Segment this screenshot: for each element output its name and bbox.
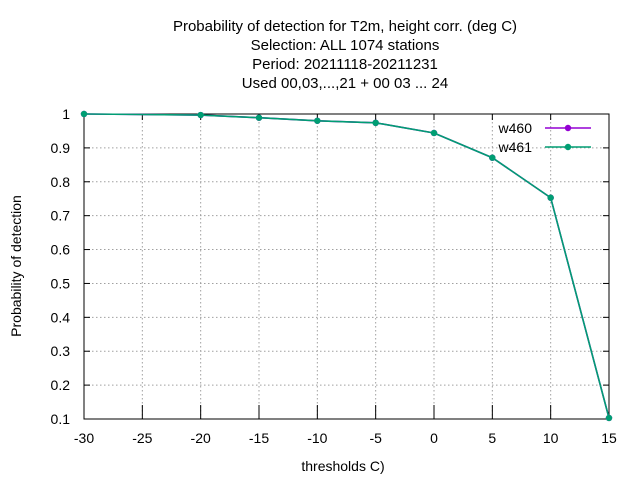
data-point-w461 [372,119,379,127]
series-line-w461 [83,113,610,419]
x-tick-label: 5 [488,430,496,446]
x-tick-label: -5 [369,430,382,446]
legend-marker-w461 [564,143,572,151]
legend-label-w461: w461 [498,139,533,155]
y-tick-label: 1 [62,106,70,122]
y-tick-label: 0.5 [51,275,71,291]
y-tick-label: 0.7 [51,208,71,224]
series-line-w460 [83,113,610,419]
series-layer [80,110,613,422]
x-tick-label: 10 [543,430,559,446]
axes [83,113,610,420]
x-axis-title: thresholds C) [301,458,384,474]
data-point-w461 [489,154,496,161]
x-tick-label: 0 [430,430,438,446]
chart-title-line-3: Period: 20211118-20211231 [252,56,438,73]
legend-label-w460: w460 [498,120,533,136]
y-tick-label: 0.1 [51,411,71,427]
y-axis-title: Probability of detection [8,195,24,337]
y-tick-label: 0.9 [51,140,71,156]
data-point-w461 [255,114,263,121]
x-tick-label: -20 [191,430,211,446]
x-tick-label: -10 [307,430,327,446]
y-tick-label: 0.2 [51,377,71,393]
x-tick-label: -15 [249,430,269,446]
y-tick-label: 0.4 [51,309,71,325]
x-tick-label: 15 [601,430,617,446]
data-point-w461 [547,194,554,201]
legend-marker-w460 [564,124,572,132]
legend: w460 w461 [498,120,591,155]
plot-frame [83,113,610,420]
data-point-w461 [80,110,88,118]
chart-title-line-1: Probability of detection for T2m, height… [172,18,518,35]
y-tick-label: 0.6 [51,242,71,258]
data-point-w461 [605,414,613,422]
data-point-w461 [314,117,321,124]
chart-title-line-4: Used 00,03,...,21 + 00 03 ... 24 [241,75,449,92]
x-tick-label: -25 [132,430,152,446]
tick-labels: -30 -25 -20 -15 -10 -5 0 5 10 15 0.1 0.2 0.3 0.4 0.5 0.… [51,106,617,446]
y-tick-label: 0.8 [51,174,71,190]
grid [84,114,609,419]
y-tick-label: 0.3 [51,343,71,359]
chart-title-line-2: Selection: ALL 1074 stations [250,37,440,54]
data-point-w461 [197,111,204,119]
data-point-w461 [430,129,438,137]
x-tick-label: -30 [74,430,94,446]
